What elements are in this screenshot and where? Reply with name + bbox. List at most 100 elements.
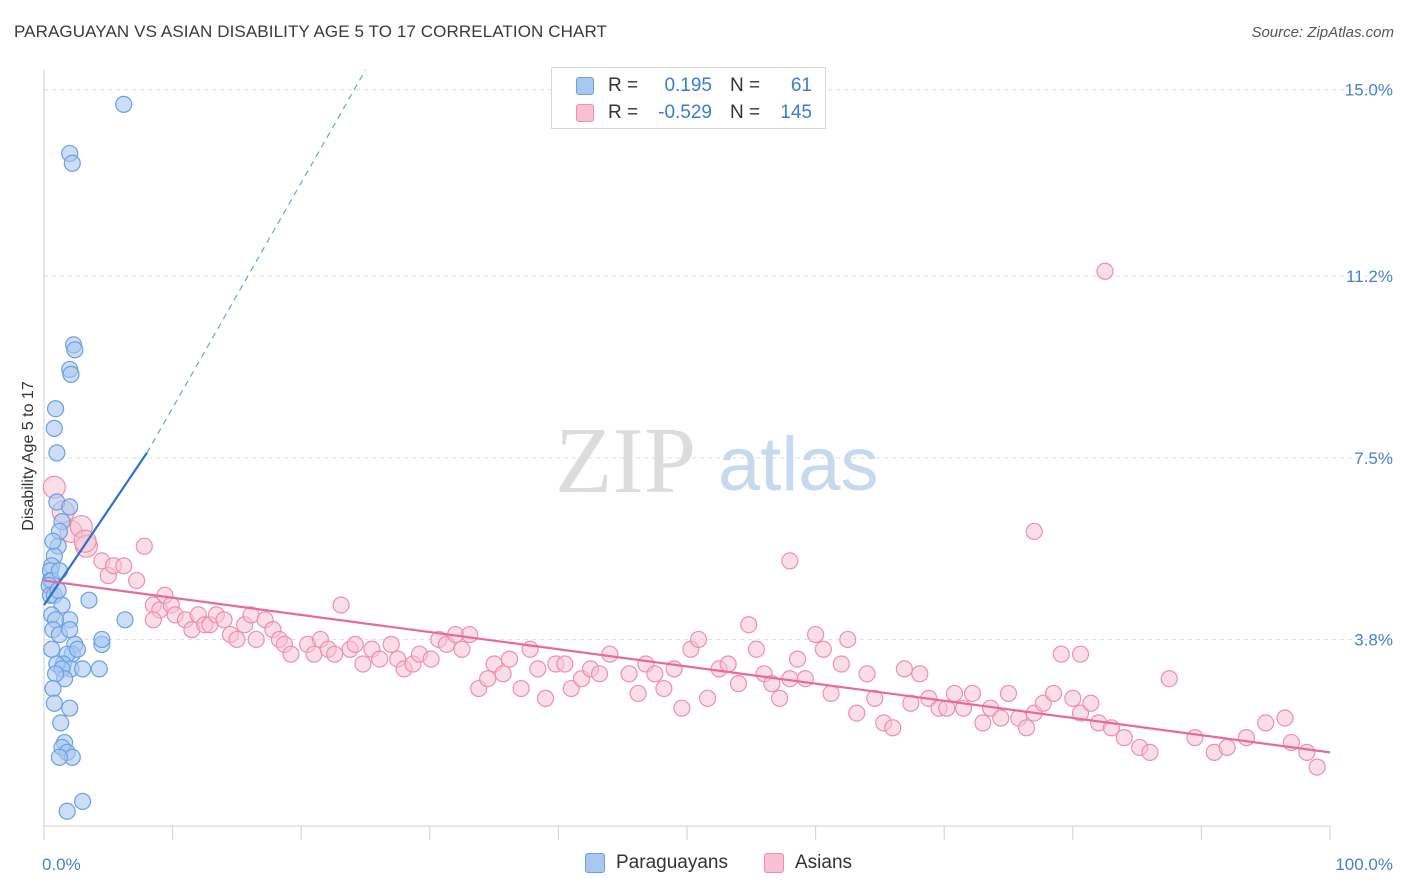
y-tick-labels: 3.8% 7.5% 11.2% 15.0% xyxy=(1345,81,1393,650)
paraguayans-point xyxy=(43,640,61,658)
legend-r-label: R = xyxy=(608,75,639,96)
paraguayans-point xyxy=(115,95,133,113)
asians-point xyxy=(1257,714,1275,732)
asians-point xyxy=(1071,645,1090,663)
paraguayans-point xyxy=(45,419,63,437)
y-axis-label: Disability Age 5 to 17 xyxy=(20,381,37,531)
source-label: Source: ZipAtlas.com xyxy=(1251,24,1394,41)
asians-point xyxy=(974,714,992,732)
asians-point xyxy=(814,640,832,658)
asians-point xyxy=(729,675,748,693)
asians-point xyxy=(512,679,530,698)
asians-point xyxy=(247,630,265,649)
asians-point xyxy=(422,650,440,668)
asians-point xyxy=(1276,709,1294,727)
chart-title: PARAGUAYAN VS ASIAN DISABILITY AGE 5 TO … xyxy=(14,22,607,41)
x-tick-label: 0.0% xyxy=(42,855,81,874)
legend-r-value: -0.529 xyxy=(658,102,712,123)
y-tick-label: 7.5% xyxy=(1354,449,1393,468)
asians-point xyxy=(1064,689,1082,707)
legend-n-label: N = xyxy=(730,102,761,123)
asians-point xyxy=(1052,645,1070,663)
legend-label-asians: Asians xyxy=(795,852,853,873)
legend-swatch-pink xyxy=(576,104,594,122)
y-tick-label: 15.0% xyxy=(1345,81,1393,100)
asians-point xyxy=(1237,729,1256,747)
asians-point xyxy=(747,640,766,658)
asians-point xyxy=(806,625,825,644)
asians-point xyxy=(689,630,708,649)
paraguayans-point xyxy=(44,679,62,698)
legend-n-label: N = xyxy=(730,75,761,96)
axes xyxy=(43,70,1331,840)
stats-legend: R = 0.195 N = 61 R = -0.529 N = 145 xyxy=(551,67,826,129)
asians-point xyxy=(963,684,982,703)
asians-point xyxy=(326,645,344,663)
asians-point xyxy=(536,689,555,707)
asians-point xyxy=(895,660,913,678)
asians-point xyxy=(1025,522,1043,541)
asians-point xyxy=(453,640,471,658)
asians-point xyxy=(382,635,400,653)
asians-point xyxy=(673,699,691,717)
paraguayans-point xyxy=(73,792,92,811)
paraguayans-point xyxy=(116,611,134,629)
watermark: ZIP atlas xyxy=(555,409,879,513)
paraguayans-point xyxy=(52,714,70,732)
asians-point xyxy=(763,675,781,693)
asians-point xyxy=(228,630,246,649)
legend-swatch-blue xyxy=(585,853,605,873)
asians-point xyxy=(858,665,876,683)
asians-point xyxy=(282,645,300,663)
asians-point xyxy=(770,689,789,707)
paraguayans-point xyxy=(61,621,79,639)
asians-point xyxy=(494,665,512,683)
legend-n-value: 61 xyxy=(790,75,812,96)
asians-point xyxy=(848,704,866,722)
asians-point xyxy=(788,650,807,668)
asians-point xyxy=(371,650,389,668)
asians-point xyxy=(796,670,814,688)
asians-point xyxy=(1115,729,1133,747)
legend-r-label: R = xyxy=(608,102,639,123)
asians-point xyxy=(332,596,350,614)
asians-point xyxy=(719,655,737,673)
paraguayans-point xyxy=(73,660,92,678)
paraguayans-point xyxy=(50,562,69,580)
asians-point xyxy=(556,655,574,673)
asians-point xyxy=(992,709,1010,727)
asians-point xyxy=(655,679,673,698)
asians-point xyxy=(1160,670,1178,688)
asians-point xyxy=(135,537,153,555)
gridlines xyxy=(44,89,1390,640)
asians-point xyxy=(1308,758,1326,776)
asians-point xyxy=(832,655,850,673)
paraguayans-point xyxy=(46,665,65,683)
asians-point xyxy=(781,552,799,570)
asians-point xyxy=(1186,729,1204,747)
watermark-zip: ZIP xyxy=(555,409,696,513)
paraguayans-point xyxy=(62,365,80,383)
asians-point xyxy=(479,670,497,688)
paraguayans-point xyxy=(48,444,66,462)
paraguayans-point xyxy=(61,699,79,717)
paraguayans-point xyxy=(46,400,65,418)
paraguayans-point xyxy=(80,591,98,609)
asians-point xyxy=(1082,694,1100,712)
asians-point xyxy=(590,665,609,683)
legend-row-paraguayans: R = 0.195 N = 61 xyxy=(576,74,812,98)
asians-point xyxy=(215,611,233,629)
series-legend: Paraguayans Asians xyxy=(0,852,1406,878)
y-tick-label: 11.2% xyxy=(1346,267,1393,286)
paraguayans-point xyxy=(44,532,62,550)
x-tick-labels: 0.0% 100.0% xyxy=(42,855,1393,874)
paraguayans-point xyxy=(63,154,81,172)
asians-point xyxy=(822,684,840,703)
paraguayans-point xyxy=(50,748,69,766)
trend-lines xyxy=(43,69,1331,754)
legend-item-asians: Asians xyxy=(764,852,852,874)
paraguayans-trend-line xyxy=(43,452,148,606)
asians-point xyxy=(629,684,647,703)
paraguayans-point xyxy=(45,694,63,712)
